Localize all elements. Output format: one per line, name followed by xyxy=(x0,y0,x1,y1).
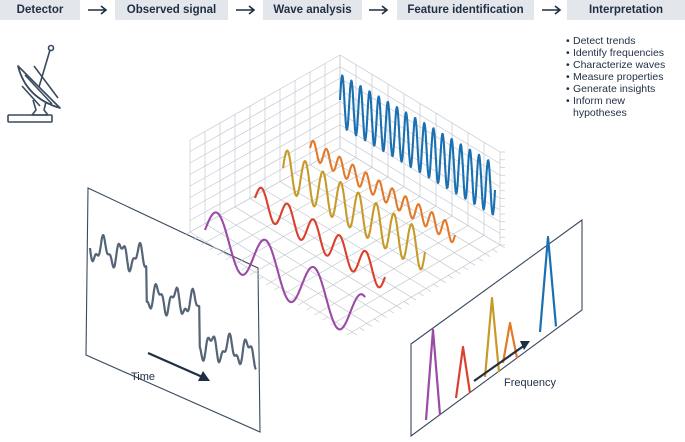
wave-purple xyxy=(204,211,366,331)
arrow-right-icon xyxy=(236,5,256,15)
frequency-axis-arrow xyxy=(473,341,530,382)
arrow-right-icon xyxy=(542,5,562,15)
list-item: Identify frequencies xyxy=(566,47,684,59)
frequency-peaks xyxy=(424,235,558,421)
step-observed-signal: Observed signal xyxy=(115,0,228,20)
wave-gold xyxy=(281,149,427,271)
observed-signal-trace xyxy=(88,234,257,370)
pipeline-header: Detector Observed signal Wave analysis F… xyxy=(0,0,685,26)
frequency-axis-label: Frequency xyxy=(504,377,556,389)
interpretation-list: Detect trends Identify frequencies Chara… xyxy=(566,35,684,119)
peak-orange xyxy=(501,321,519,364)
arrow-right-icon xyxy=(88,5,108,15)
time-domain-panel xyxy=(85,187,261,433)
peak-gold xyxy=(483,296,501,378)
satellite-dish-icon xyxy=(7,44,61,123)
peak-red xyxy=(454,345,472,399)
time-axis-label: Time xyxy=(131,371,156,383)
frequency-panel xyxy=(410,218,583,438)
time-axis-arrow xyxy=(147,351,210,381)
list-item: Inform new xyxy=(566,95,684,107)
list-item-continuation: hypotheses xyxy=(573,107,627,119)
arrow-right-icon xyxy=(369,5,389,15)
peak-purple xyxy=(424,328,442,421)
wave-series-group xyxy=(204,74,497,331)
step-detector: Detector xyxy=(0,0,80,20)
waterfall-box xyxy=(184,54,506,336)
list-item: Measure properties xyxy=(566,71,684,83)
wave-red xyxy=(254,186,386,289)
list-item: Generate insights xyxy=(566,83,684,95)
list-item: Characterize waves xyxy=(566,59,684,71)
list-item: Detect trends xyxy=(566,35,684,47)
wave-blue xyxy=(338,74,497,216)
step-wave-analysis: Wave analysis xyxy=(263,0,362,20)
step-interpretation: Interpretation xyxy=(567,0,685,20)
peak-blue xyxy=(538,235,558,333)
wave-orange xyxy=(308,139,457,244)
step-feature-identification: Feature identification xyxy=(397,0,534,20)
